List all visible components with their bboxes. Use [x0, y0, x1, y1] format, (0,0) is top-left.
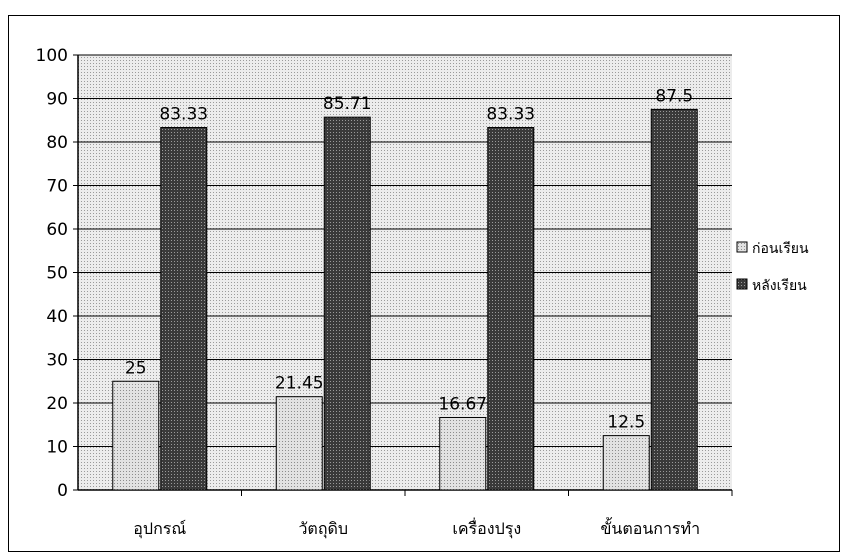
legend-label: หลังเรียน	[752, 278, 807, 294]
bar-before	[112, 380, 160, 491]
legend-swatch	[736, 241, 748, 253]
y-tick-label: 30	[46, 351, 68, 371]
data-label: 21.45	[275, 374, 324, 394]
y-tick-label: 50	[46, 264, 68, 284]
y-tick-label: 40	[46, 307, 68, 327]
bar-after	[160, 127, 208, 491]
y-tick-label: 70	[46, 177, 68, 197]
bars	[112, 108, 698, 491]
bar-before	[602, 435, 650, 491]
data-label: 87.5	[655, 86, 693, 106]
x-category-label: วัตถุดิบ	[298, 519, 348, 539]
x-category-label: อุปกรณ์	[133, 519, 186, 539]
y-tick-label: 80	[46, 133, 68, 153]
bar-after	[323, 116, 371, 491]
y-tick-label: 20	[46, 394, 68, 414]
axes: 0 10 20 30 40 50 60 70 80 90 100 อุปกรณ์ วัตถุดิบ เคร…	[36, 46, 733, 539]
data-label: 83.33	[159, 105, 208, 125]
data-label: 12.5	[607, 413, 645, 433]
bar-before	[275, 396, 323, 491]
data-label: 16.67	[438, 394, 487, 414]
x-category-label: เครื่องปรุง	[452, 517, 521, 539]
legend-label: ก่อนเรียน	[752, 241, 809, 257]
bar-after	[487, 127, 535, 491]
y-tick-label: 10	[46, 438, 68, 458]
y-tick-label: 100	[36, 46, 68, 66]
y-tick-label: 60	[46, 220, 68, 240]
data-label: 83.33	[486, 105, 535, 125]
y-tick-label: 0	[57, 481, 68, 501]
chart-frame	[8, 15, 840, 552]
bar-after	[650, 108, 698, 491]
legend-swatch	[736, 278, 748, 290]
y-tick-label: 90	[46, 90, 68, 110]
x-category-label: ขั้นตอนการทำ	[600, 517, 700, 538]
data-label: 85.71	[323, 94, 372, 114]
data-labels: 25 83.33 21.45 85.71 16.67 83.33 12.5 87.5	[125, 86, 693, 432]
bar-before	[439, 416, 487, 491]
data-label: 25	[125, 358, 147, 378]
